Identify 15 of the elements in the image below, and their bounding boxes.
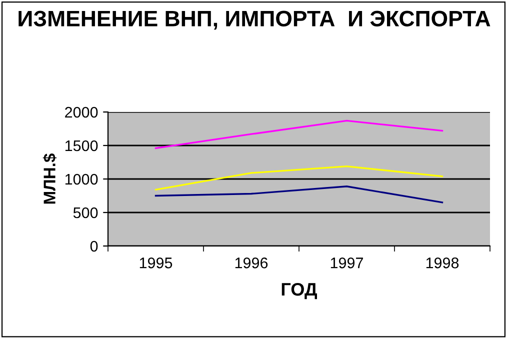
x-axis-title: ГОД	[282, 282, 317, 300]
y-tick-label: 1000	[65, 174, 98, 185]
y-tick-label: 0	[90, 240, 98, 252]
y-tick-label: 2000	[65, 106, 98, 118]
line-series	[154, 165, 444, 191]
line-series	[154, 120, 444, 150]
y-axis-title: МЛН.$	[42, 153, 57, 204]
y-tick-label: 1500	[65, 140, 98, 152]
x-tick-label: 1998	[426, 258, 459, 268]
line-series	[154, 186, 444, 204]
y-tick-label: 500	[73, 207, 98, 218]
x-tick-label: 1996	[235, 258, 268, 268]
chart-title: ИЗМЕНЕНИЕ ВНП, ИМПОРТА И ЭКСПОРТА	[18, 10, 490, 30]
x-tick-label: 1997	[330, 258, 363, 268]
x-tick-label: 1995	[140, 258, 172, 268]
